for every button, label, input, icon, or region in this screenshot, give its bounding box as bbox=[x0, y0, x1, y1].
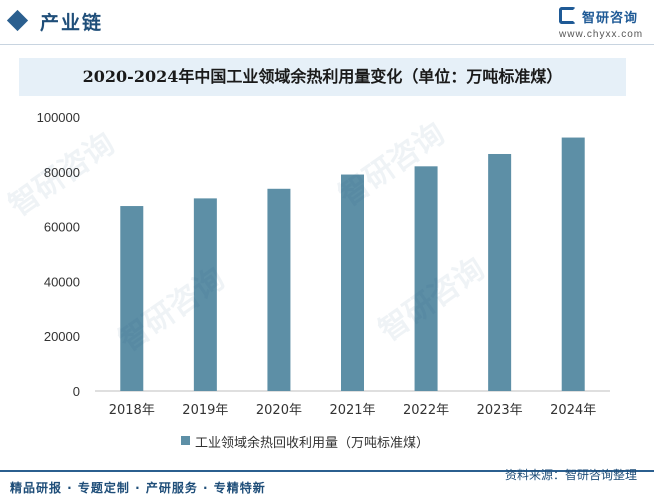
brand-name: 智研咨询 bbox=[582, 11, 639, 26]
bar bbox=[341, 174, 364, 391]
y-tick-label: 100000 bbox=[37, 110, 80, 125]
legend-label: 工业领域余热回收利用量（万吨标准煤） bbox=[195, 436, 430, 451]
header-divider bbox=[0, 44, 654, 45]
bar bbox=[193, 198, 217, 391]
y-tick-label: 60000 bbox=[44, 220, 80, 235]
x-tick-label: 2018年 bbox=[109, 403, 155, 418]
x-tick-label: 2019年 bbox=[182, 403, 228, 418]
logo-icon bbox=[559, 7, 576, 24]
bar bbox=[488, 153, 512, 391]
header: Development history 产业链 智研咨询 www.chyxx.c… bbox=[0, 0, 654, 44]
data-source: 资料来源：智研咨询整理 bbox=[505, 468, 638, 482]
x-tick-label: 2021年 bbox=[329, 403, 375, 418]
bar bbox=[267, 188, 291, 391]
x-tick-label: 2024年 bbox=[550, 403, 596, 418]
x-tick-label: 2022年 bbox=[403, 403, 449, 418]
section-title: 产业链 bbox=[40, 12, 104, 34]
footer-services: 精品研报 · 专题定制 · 产研服务 · 专精特新 bbox=[10, 481, 266, 495]
bar bbox=[414, 166, 438, 391]
site-url: www.chyxx.com bbox=[559, 29, 644, 40]
x-tick-label: 2020年 bbox=[256, 403, 302, 418]
legend-swatch bbox=[181, 436, 190, 445]
y-tick-label: 40000 bbox=[44, 274, 80, 289]
bar bbox=[120, 206, 144, 391]
y-tick-label: 80000 bbox=[44, 165, 80, 180]
diamond-icon bbox=[6, 9, 29, 32]
footer-divider bbox=[0, 470, 654, 472]
chart-title: 2020-2024年中国工业领域余热利用量变化（单位：万吨标准煤） bbox=[82, 67, 563, 86]
chart-title-band: 2020-2024年中国工业领域余热利用量变化（单位：万吨标准煤） bbox=[19, 58, 626, 96]
bar bbox=[561, 137, 585, 391]
bar-chart: 0 20000 40000 60000 80000 100000 2018年 2019年 202… bbox=[37, 110, 610, 418]
x-tick-label: 2023年 bbox=[477, 403, 523, 418]
y-tick-label: 0 bbox=[73, 384, 80, 399]
y-tick-label: 20000 bbox=[44, 329, 80, 344]
